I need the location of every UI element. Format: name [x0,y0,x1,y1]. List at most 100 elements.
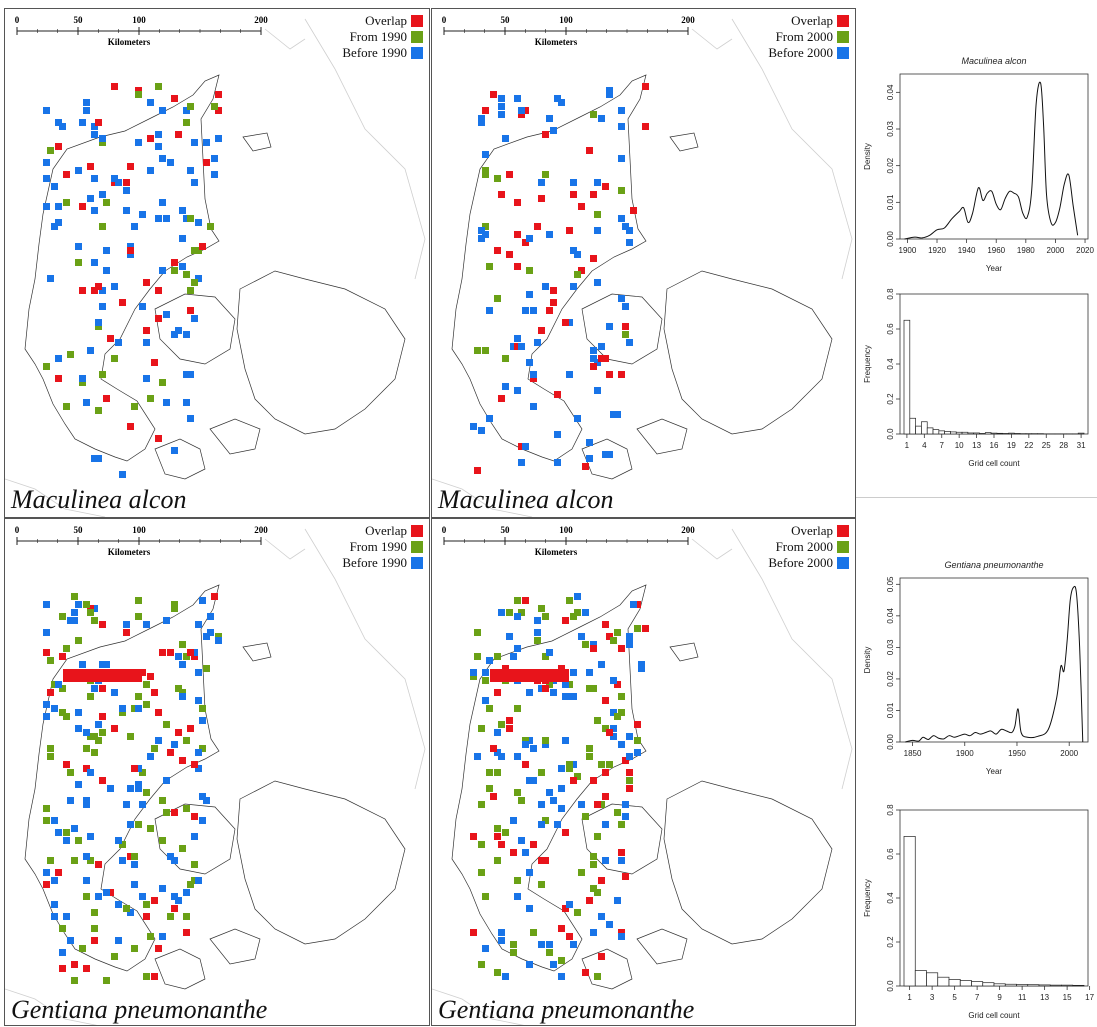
grid-cell [83,877,90,884]
grid-cell [502,675,509,682]
legend-overlap-label: Overlap [791,523,833,538]
grid-cell [139,893,146,900]
grid-cell [538,769,545,776]
grid-cell [159,155,166,162]
grid-cell [79,661,86,668]
grid-cell [638,665,645,672]
legend-before-label: Before 2000 [768,555,833,570]
coastline [663,270,833,435]
grid-cell [534,637,541,644]
grid-cell [530,307,537,314]
grid-cell [51,877,58,884]
grid-cell [171,259,178,266]
histogram-gentiana: 0.0 0.2 0.4 0.6 0.8 Frequency Grid cell count 1… [858,802,1095,1024]
grid-cell [506,717,513,724]
grid-cell [558,957,565,964]
grid-cell [143,913,150,920]
grid-cell [67,351,74,358]
grid-cell [131,945,138,952]
grid-cell [163,311,170,318]
y-tick-label: 0.00 [886,231,895,247]
grid-cell [119,841,126,848]
grid-cell [211,155,218,162]
grid-cell [566,765,573,772]
grid-cell [626,239,633,246]
histogram-bar [993,983,1006,987]
grid-cell [498,841,505,848]
x-tick-label: 1900 [899,246,917,255]
grid-cell [135,669,142,676]
grid-cell [211,171,218,178]
grid-cell [63,713,70,720]
x-tick-label: 1980 [1017,246,1035,255]
scale-tick-label: 50 [74,525,84,535]
grid-cell [159,199,166,206]
histogram-bar [1061,984,1074,987]
legend-recent-swatch [411,31,423,43]
grid-cell [546,681,553,688]
neighbor-coastline [5,988,98,1025]
grid-cell [59,653,66,660]
grid-cell [498,395,505,402]
grid-cell [574,271,581,278]
grid-cell [179,641,186,648]
grid-cell [510,343,517,350]
grid-cell [542,171,549,178]
scale-bar: 0 50 100 200 Kilometers [15,525,269,557]
grid-cell [482,677,489,684]
grid-cell [171,605,178,612]
grid-cell [207,223,214,230]
x-tick-label: 17 [1085,993,1094,1002]
grid-cell [582,969,589,976]
grid-cell [574,593,581,600]
grid-cell [127,785,134,792]
grid-cell [99,223,106,230]
legend-before-label: Before 1990 [342,555,407,570]
grid-cell [43,363,50,370]
grid-cell [606,921,613,928]
grid-cell [135,785,142,792]
grid-cell [187,287,194,294]
neighbor-coastline [5,478,106,517]
legend-recent-label: From 1990 [349,539,407,554]
grid-cell [103,977,110,984]
grid-cell [175,327,182,334]
grid-cell [63,171,70,178]
grid-cell [614,681,621,688]
grid-cell [550,127,557,134]
grid-cell [139,303,146,310]
grid-cell [179,757,186,764]
scale-tick-label: 100 [559,15,573,25]
species-label: Gentiana pneumonanthe [438,995,695,1024]
grid-cell [554,821,561,828]
plot-area: Maculinea alcon 0.00 0.01 0.02 0.03 0.04 Densi… [863,56,1094,273]
grid-cell [566,371,573,378]
histogram-bar [1008,432,1015,435]
grid-cell [594,179,601,186]
grid-cell [514,335,521,342]
y-tick-label: 0.0 [886,980,895,992]
grid-cell [566,597,573,604]
plot-title: Gentiana pneumonanthe [944,560,1043,570]
grid-cell [538,669,545,676]
grid-cell [187,881,194,888]
grid-cell [562,693,569,700]
grid-cell [590,885,597,892]
grid-cell [554,459,561,466]
grid-cell [111,675,118,682]
grid-cell [614,809,621,816]
legend-overlap-label: Overlap [365,13,407,28]
grid-cell [111,725,118,732]
grid-cell [570,247,577,254]
grid-cell [199,597,206,604]
plot-title: Maculinea alcon [961,56,1026,66]
grid-cell [626,785,633,792]
grid-cell [215,107,222,114]
grid-cell [470,423,477,430]
grid-cell [43,881,50,888]
grid-cell [175,897,182,904]
grid-cell [506,725,513,732]
grid-cell [558,785,565,792]
grid-cell [506,171,513,178]
grid-cell [203,633,210,640]
